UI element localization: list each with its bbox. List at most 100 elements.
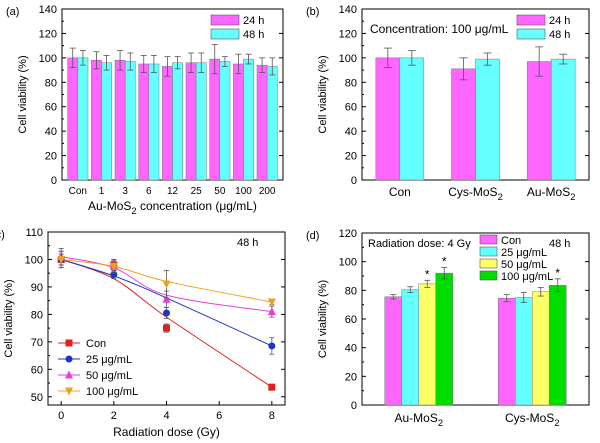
bar: [526, 61, 552, 181]
legend-marker: [65, 339, 73, 347]
data-point: [57, 255, 66, 264]
y-tick-label: 140: [339, 4, 357, 16]
y-tick-label: 50: [31, 392, 43, 404]
x-tick-label: 4: [163, 410, 169, 422]
y-tick-label: 70: [31, 337, 43, 349]
annotation: Concentration: 100 μg/mL: [370, 22, 509, 36]
x-tick-label: Con: [69, 186, 87, 197]
y-tick-label: 40: [345, 343, 357, 355]
y-tick-label: 60: [31, 364, 43, 376]
y-tick-label: 20: [45, 151, 57, 163]
bar: [515, 297, 533, 406]
y-tick-label: 60: [345, 102, 357, 114]
x-tick-label: 25: [191, 186, 203, 197]
legend-label: Con: [501, 235, 521, 247]
x-tick-label: 3: [122, 186, 128, 197]
legend-marker: [65, 355, 73, 363]
x-tick-label: 2: [111, 410, 117, 422]
bar: [532, 291, 550, 406]
fit-line: [61, 256, 272, 313]
legend-label: 25 μg/mL: [501, 247, 547, 259]
x-axis-label: Au-MoS2 concentration (μg/mL): [88, 199, 257, 216]
x-tick-label: 200: [259, 186, 276, 197]
y-tick-label: 110: [25, 227, 43, 239]
y-tick-label: 100: [39, 53, 57, 65]
legend-label: 24 h: [549, 15, 570, 27]
y-tick-label: 0: [351, 400, 357, 412]
data-point: [109, 262, 118, 271]
y-tick-label: 100: [339, 53, 357, 65]
bar: [375, 57, 401, 181]
bar: [266, 66, 278, 181]
significance-star: *: [555, 266, 560, 280]
legend-marker: [65, 387, 73, 396]
data-point: [163, 324, 170, 332]
x-tick-label: 6: [216, 410, 222, 422]
legend-label: 25 μg/mL: [86, 354, 132, 366]
y-tick-label: 60: [345, 314, 357, 326]
y-axis-label: Cell viability (%): [317, 55, 329, 133]
y-tick-label: 20: [345, 371, 357, 383]
bar: [114, 60, 126, 181]
legend-label: 50 μg/mL: [501, 259, 547, 271]
legend-label: 50 μg/mL: [86, 370, 132, 382]
legend-swatch: [479, 246, 498, 257]
bar: [243, 58, 254, 181]
bar: [475, 58, 500, 181]
panel-label: (b): [306, 6, 319, 18]
y-tick-label: 60: [45, 102, 57, 114]
bar: [148, 63, 160, 181]
significance-star: *: [442, 254, 447, 268]
x-tick-label: Au-MoS2: [394, 411, 443, 428]
x-tick-label: Cys-MoS2: [448, 185, 503, 202]
bar: [384, 296, 402, 406]
y-tick-label: 80: [345, 285, 357, 297]
legend-swatch: [479, 234, 498, 245]
data-point: [162, 294, 171, 303]
x-tick-label: 6: [146, 186, 152, 197]
bar: [77, 57, 89, 181]
bar: [91, 60, 102, 181]
panel-label: (c): [0, 229, 5, 241]
y-axis-label: Cell viability (%): [3, 279, 15, 357]
y-tick-label: 20: [345, 151, 357, 163]
annotation: 48 h: [237, 237, 258, 249]
legend-swatch: [210, 28, 240, 40]
y-tick-label: 120: [39, 28, 57, 40]
bar: [162, 66, 173, 181]
y-tick-label: 120: [339, 228, 357, 240]
data-point: [267, 307, 276, 316]
y-tick-label: 140: [39, 4, 57, 16]
annotation: Radiation dose: 4 Gy: [368, 238, 471, 250]
legend-swatch: [479, 258, 498, 269]
x-axis-label: Radiation dose (Gy): [113, 425, 220, 439]
legend-swatch: [516, 14, 546, 26]
legend-swatch: [210, 14, 240, 26]
y-axis-label: Cell viability (%): [317, 280, 329, 358]
x-tick-label: Au-MoS2: [527, 185, 576, 202]
y-tick-label: 90: [31, 282, 43, 294]
y-axis-label: Cell viability (%): [17, 55, 29, 133]
x-tick-label: Cys-MoS2: [505, 411, 560, 428]
y-tick-label: 40: [345, 126, 357, 138]
bar: [185, 62, 197, 181]
legend-label: 24 h: [243, 15, 264, 27]
x-tick-label: 50: [214, 186, 226, 197]
bar: [498, 297, 516, 406]
data-point: [267, 298, 276, 307]
bar: [418, 283, 436, 406]
bar: [401, 289, 419, 406]
bar: [209, 58, 221, 181]
bar: [67, 57, 79, 181]
annotation-time: 48 h: [549, 238, 570, 250]
bar: [435, 272, 453, 406]
x-tick-label: 8: [269, 410, 275, 422]
y-tick-label: 80: [345, 77, 357, 89]
legend-swatch: [516, 28, 546, 40]
x-tick-label: 1: [99, 186, 105, 197]
y-tick-label: 40: [45, 126, 57, 138]
y-tick-label: 0: [351, 175, 357, 187]
fit-line: [60, 258, 273, 388]
bar: [399, 57, 425, 181]
